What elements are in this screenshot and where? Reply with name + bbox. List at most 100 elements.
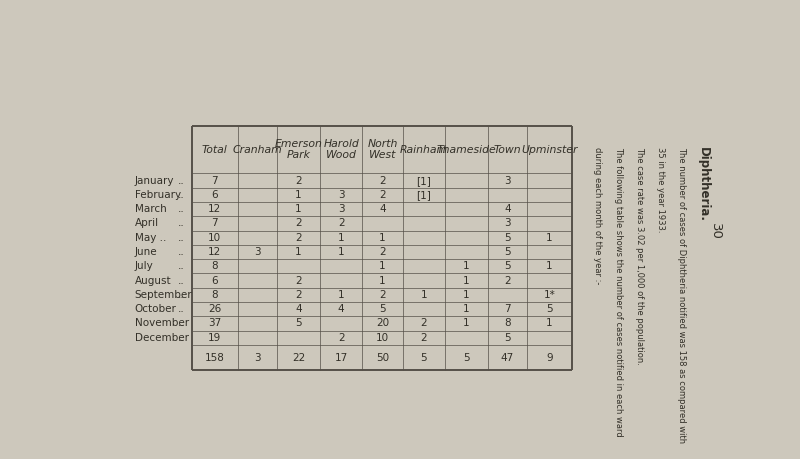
Text: ..: ..	[178, 319, 185, 329]
Text: March: March	[134, 204, 166, 214]
Text: 10: 10	[376, 333, 389, 343]
Text: 1: 1	[379, 261, 386, 271]
Text: 2: 2	[421, 333, 427, 343]
Text: 22: 22	[292, 353, 306, 363]
Text: June: June	[134, 247, 158, 257]
Text: 12: 12	[208, 204, 222, 214]
Text: 3: 3	[338, 204, 345, 214]
Text: The number of cases of Diphtheria notified was 158 as compared with: The number of cases of Diphtheria notifi…	[677, 147, 686, 443]
Text: during each month of the year :-: during each month of the year :-	[593, 147, 602, 284]
Text: 3: 3	[504, 176, 510, 185]
Text: 20: 20	[376, 319, 389, 329]
Text: Harold
Wood: Harold Wood	[323, 139, 359, 161]
Text: 1: 1	[295, 204, 302, 214]
Text: ..: ..	[178, 204, 185, 214]
Text: 35 in the year 1933.: 35 in the year 1933.	[656, 147, 665, 232]
Text: 37: 37	[208, 319, 222, 329]
Text: 2: 2	[504, 275, 510, 285]
Text: 1: 1	[338, 247, 345, 257]
Text: The following table shows the number of cases notified in each ward: The following table shows the number of …	[614, 147, 623, 437]
Text: 7: 7	[504, 304, 510, 314]
Text: 3: 3	[254, 247, 261, 257]
Text: [1]: [1]	[417, 176, 431, 185]
Text: 7: 7	[211, 218, 218, 229]
Text: Thameside: Thameside	[437, 145, 496, 155]
Text: 2: 2	[338, 333, 345, 343]
Text: 5: 5	[295, 319, 302, 329]
Text: 5: 5	[379, 304, 386, 314]
Text: 1: 1	[379, 233, 386, 243]
Text: 2: 2	[379, 247, 386, 257]
Text: 30: 30	[709, 224, 722, 240]
Text: 2: 2	[379, 176, 386, 185]
Text: 1: 1	[295, 247, 302, 257]
Text: 7: 7	[211, 176, 218, 185]
Text: North
West: North West	[367, 139, 398, 161]
Text: 4: 4	[295, 304, 302, 314]
Text: 1: 1	[421, 290, 427, 300]
Text: November: November	[134, 319, 189, 329]
Text: Total: Total	[202, 145, 227, 155]
Text: 5: 5	[546, 304, 553, 314]
Text: December: December	[134, 333, 189, 343]
Text: ..: ..	[178, 304, 185, 314]
Text: Diphtheria.: Diphtheria.	[697, 147, 710, 222]
Text: 1: 1	[338, 233, 345, 243]
Text: 5: 5	[504, 261, 510, 271]
Text: 1: 1	[463, 319, 470, 329]
Text: October: October	[134, 304, 177, 314]
Text: ..: ..	[178, 190, 185, 200]
Text: [1]: [1]	[417, 190, 431, 200]
Text: 8: 8	[211, 261, 218, 271]
Text: ..: ..	[178, 333, 185, 343]
Text: 26: 26	[208, 304, 222, 314]
Text: February: February	[134, 190, 181, 200]
Text: 5: 5	[504, 333, 510, 343]
Text: Emerson
Park: Emerson Park	[274, 139, 322, 161]
Text: 1: 1	[463, 304, 470, 314]
Text: 8: 8	[504, 319, 510, 329]
Text: ..: ..	[178, 290, 185, 300]
Text: April: April	[134, 218, 159, 229]
Text: 2: 2	[295, 218, 302, 229]
Text: 1: 1	[379, 275, 386, 285]
Text: 158: 158	[205, 353, 225, 363]
Text: August: August	[134, 275, 171, 285]
Text: 3: 3	[338, 190, 345, 200]
Text: Town: Town	[494, 145, 522, 155]
Text: ..: ..	[178, 247, 185, 257]
Text: 2: 2	[295, 290, 302, 300]
Text: 50: 50	[376, 353, 389, 363]
Text: 5: 5	[421, 353, 427, 363]
Text: January: January	[134, 176, 174, 185]
Text: 4: 4	[379, 204, 386, 214]
Text: 1: 1	[463, 290, 470, 300]
Text: 2: 2	[338, 218, 345, 229]
Text: 5: 5	[504, 233, 510, 243]
Text: 47: 47	[501, 353, 514, 363]
Text: 2: 2	[379, 190, 386, 200]
Text: The case rate was 3.02 per 1,000 of the population.: The case rate was 3.02 per 1,000 of the …	[635, 147, 644, 365]
Text: 1: 1	[546, 233, 553, 243]
Text: ..: ..	[178, 233, 185, 243]
Text: July: July	[134, 261, 154, 271]
Text: 19: 19	[208, 333, 222, 343]
Text: Upminster: Upminster	[522, 145, 578, 155]
Text: 6: 6	[211, 190, 218, 200]
Text: 10: 10	[208, 233, 222, 243]
Text: 1: 1	[295, 190, 302, 200]
Text: 2: 2	[295, 233, 302, 243]
Text: ..: ..	[178, 218, 185, 229]
Text: 1: 1	[463, 275, 470, 285]
Text: 6: 6	[211, 275, 218, 285]
Text: ..: ..	[178, 261, 185, 271]
Text: 5: 5	[463, 353, 470, 363]
Text: 17: 17	[334, 353, 348, 363]
Text: 3: 3	[504, 218, 510, 229]
Text: ..: ..	[178, 275, 185, 285]
Text: Cranham: Cranham	[232, 145, 282, 155]
Text: 2: 2	[295, 275, 302, 285]
Text: Rainham: Rainham	[400, 145, 448, 155]
Text: 2: 2	[421, 319, 427, 329]
Text: 1: 1	[546, 261, 553, 271]
